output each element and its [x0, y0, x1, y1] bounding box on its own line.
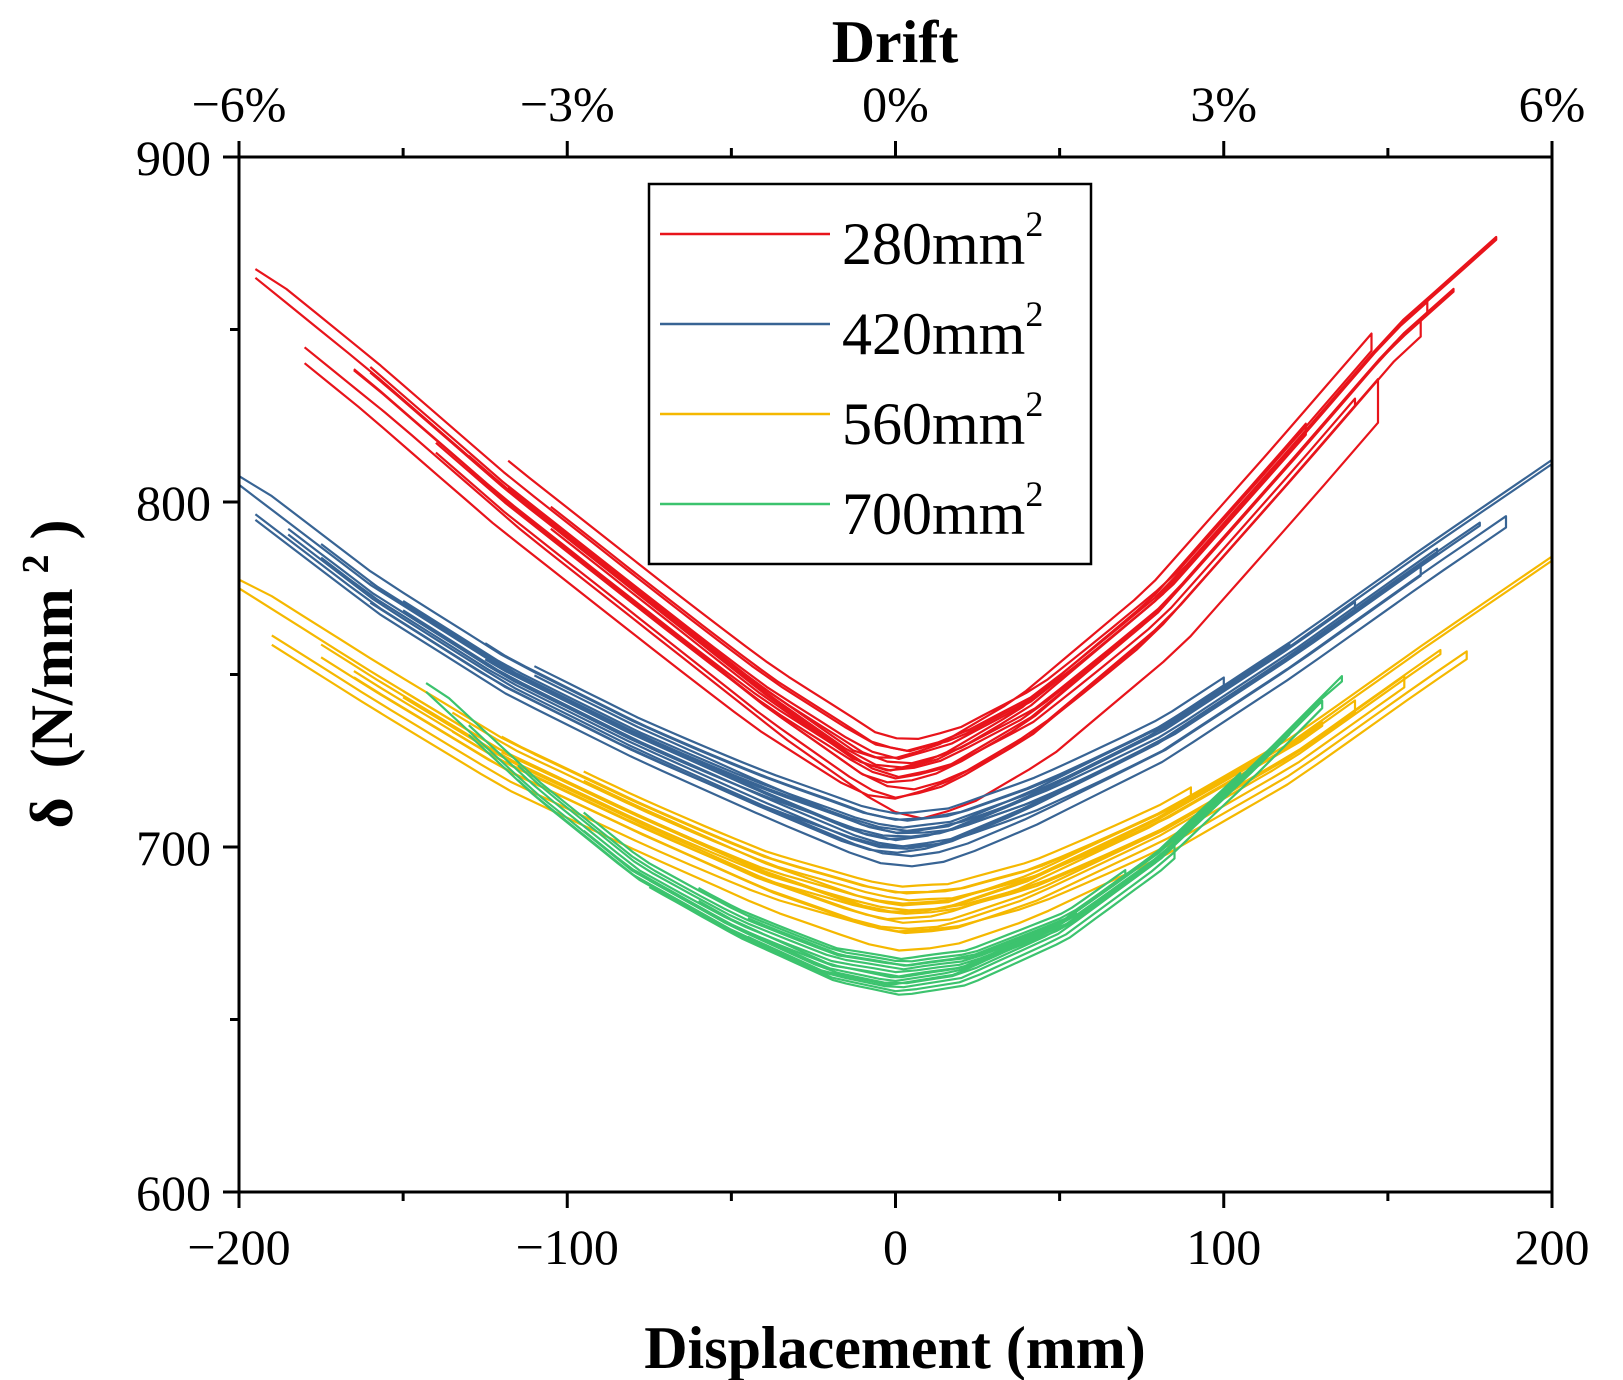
series-2: [238, 555, 1554, 952]
top-tick-label-1: −3%: [520, 76, 615, 132]
y-tick-label-0: 600: [136, 1165, 211, 1221]
y-axis-title: δ (N/mm 2 ): [0, 519, 85, 828]
series-2-cycle-0: [271, 634, 1468, 952]
legend-item-2: 560mm2: [660, 384, 1043, 457]
y-axis-symbol: δ: [19, 797, 85, 828]
y-axis-unit-superscript: 2: [15, 554, 57, 573]
legend: 280mm2 420mm2 560mm2 700mm2: [647, 182, 1093, 566]
series-1-cycle-0: [254, 513, 1508, 868]
y-tick-label-2: 800: [136, 475, 211, 531]
legend-label-2: 560mm2: [842, 384, 1043, 457]
series-2-cycle-1: [320, 643, 1442, 930]
ticks-layer: −200 −100 0 100 200 600 700 800 900−6% −3% 0% 3% 6%: [136, 76, 1590, 1275]
series-1-cycle-5: [287, 528, 1422, 858]
y-axis-unit-close: ): [19, 519, 85, 539]
top-axis-title: Drift: [832, 9, 959, 75]
series-0-cycle-6: [507, 332, 1373, 759]
legend-item-1: 420mm2: [660, 294, 1043, 367]
legend-label-0: 280mm2: [842, 204, 1043, 277]
series-3-cycle-6: [747, 911, 1078, 986]
x-tick-label-4: 200: [1515, 1219, 1590, 1275]
series-0-cycle-5: [369, 300, 1429, 779]
x-axis-title: Displacement (mm): [644, 1315, 1146, 1380]
series-0-cycle-7: [435, 397, 1357, 799]
x-tick-label-1: −100: [516, 1219, 619, 1275]
series-0-cycle-4: [254, 235, 1498, 769]
series-0-cycle-0: [303, 346, 1380, 820]
top-tick-label-3: 3%: [1190, 76, 1257, 132]
series-1-cycle-6: [369, 521, 1481, 854]
series-2-cycle-7: [583, 770, 1192, 907]
legend-item-0: 280mm2: [660, 204, 1043, 277]
top-tick-label-0: −6%: [192, 76, 287, 132]
y-tick-label-3: 900: [136, 130, 211, 186]
series-3-cycle-4: [648, 844, 1176, 996]
x-tick-label-2: 0: [883, 1219, 908, 1275]
series-0: [254, 235, 1498, 820]
x-tick-label-3: 100: [1186, 1219, 1261, 1275]
series-1-cycle-7: [533, 665, 1225, 834]
legend-label-1: 420mm2: [842, 294, 1043, 367]
top-tick-label-2: 0%: [862, 76, 929, 132]
series-3-cycle-5: [697, 869, 1127, 979]
series-3: [425, 675, 1343, 996]
top-tick-label-4: 6%: [1519, 76, 1586, 132]
y-axis-unit: (N/mm: [19, 588, 85, 768]
legend-items: 280mm2 420mm2 560mm2 700mm2: [660, 204, 1043, 547]
legend-label-3: 700mm2: [842, 474, 1043, 547]
legend-box: [647, 182, 1093, 566]
x-tick-label-0: −200: [187, 1219, 290, 1275]
y-tick-label-1: 700: [136, 820, 211, 876]
series-3-cycle-3: [583, 772, 1242, 983]
legend-item-3: 700mm2: [660, 474, 1043, 547]
